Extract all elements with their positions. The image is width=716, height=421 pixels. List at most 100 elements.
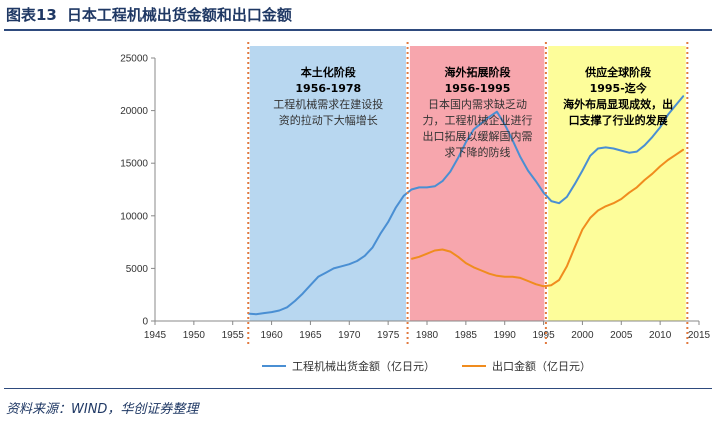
x-tick-label: 2010 (649, 330, 672, 341)
series-1-point (387, 221, 389, 223)
series-1-point (473, 128, 475, 131)
x-tick-label: 1990 (494, 330, 517, 341)
series-1-point (628, 152, 630, 154)
source-rule (4, 388, 712, 389)
series-1-point (589, 155, 591, 157)
x-tick-label: 2015 (688, 330, 711, 341)
series-1-point (480, 122, 482, 124)
series-2-point (418, 256, 420, 258)
phase-desc-line-2: 力，工程机械企业进行 (423, 113, 533, 127)
series-1-point (527, 169, 529, 172)
series-1-point (457, 157, 459, 159)
figure-title-text: 日本工程机械出货金额和出口金额 (66, 6, 292, 24)
series-2-point (667, 159, 669, 161)
series-2-point (675, 154, 677, 156)
series-1-point (504, 123, 506, 125)
x-tick-label: 1965 (299, 330, 322, 341)
legend-label-1: 工程机械出货金额（亿日元） (292, 359, 435, 373)
x-tick-label: 1950 (183, 330, 206, 341)
series-2-point (473, 266, 475, 268)
series-2-point (651, 173, 653, 175)
series-1-point (418, 186, 420, 188)
x-tick-label: 1945 (144, 330, 167, 341)
phase-years-2: 1956-1995 (445, 82, 511, 95)
phase-years-1: 1956-1978 (295, 82, 361, 95)
series-1-point (574, 183, 576, 185)
series-1-point (597, 147, 599, 150)
series-1-point (581, 169, 584, 172)
series-1-point (302, 293, 304, 295)
series-2-point (434, 249, 436, 252)
series-1-point (403, 195, 405, 197)
series-1-point (356, 260, 358, 262)
series-2-point (465, 262, 467, 264)
series-1-point (434, 185, 436, 187)
series-2-point (589, 217, 591, 219)
phase-desc-line-3: 口支撑了行业的发展 (569, 113, 669, 127)
series-1-point (644, 144, 646, 146)
series-1-point (465, 141, 467, 143)
series-1-point (317, 276, 319, 278)
series-1-point (340, 265, 343, 267)
series-1-point (682, 95, 685, 97)
series-2-point (566, 265, 568, 267)
series-2-point (682, 148, 685, 151)
x-tick-label: 2005 (610, 330, 633, 341)
x-tick-label: 1955 (222, 330, 245, 341)
series-2-point (441, 248, 444, 251)
chart-lines (247, 95, 685, 316)
series-2-point (535, 283, 537, 285)
y-tick-label: 20000 (120, 106, 148, 117)
series-2-point (574, 246, 576, 248)
series-2-point (426, 253, 428, 255)
y-tick-label: 15000 (120, 159, 148, 170)
series-1-point (372, 246, 374, 248)
phase-name-2: 海外拓展阶段 (445, 65, 511, 79)
series-2-point (605, 205, 607, 207)
series-2-point (597, 209, 599, 212)
legend-label-2: 出口金额（亿日元） (492, 359, 591, 373)
series-1-point (441, 180, 444, 182)
series-1-point (379, 233, 381, 235)
series-1-point (348, 263, 350, 265)
chart-legend: 工程机械出货金额（亿日元） 出口金额（亿日元） (262, 359, 591, 373)
series-1-point (558, 202, 560, 204)
series-2-point (636, 186, 638, 188)
phase-name-1: 本土化阶段 (301, 65, 356, 79)
phase-desc-line-2: 出口拓展以缓解国内需 (423, 129, 533, 143)
phase-desc-line-2: 求下降的防线 (445, 145, 511, 159)
series-2-point (620, 198, 622, 200)
series-1-point (278, 309, 280, 312)
phase-bands (249, 46, 686, 321)
series-1-point (496, 111, 498, 113)
phase-dividers (247, 42, 689, 345)
series-1-point (542, 192, 545, 194)
x-tick-label: 1975 (377, 330, 400, 341)
y-tick-label: 10000 (120, 211, 148, 222)
series-2-point (550, 284, 552, 286)
chart-axes: 0 5000 10000 15000 20000 25000 1945 1950 1955 196… (120, 54, 710, 342)
source-note: 资料来源：WIND，华创证券整理 (6, 402, 199, 417)
phase-desc-line-2: 日本国内需求缺乏动 (428, 97, 527, 111)
x-tick-label: 1970 (338, 330, 361, 341)
series-1-point (605, 146, 607, 149)
phase-band-1 (249, 46, 407, 321)
series-1-point (395, 206, 397, 208)
series-1-point (410, 188, 413, 191)
series-1-point (612, 147, 615, 150)
series-1-point (263, 312, 265, 314)
y-tick-label: 0 (142, 317, 148, 328)
series-1-point (294, 300, 296, 302)
phase-desc-line-1: 工程机械需求在建设投 (273, 97, 383, 111)
series-1-point (511, 139, 514, 141)
series-line-2 (411, 148, 685, 288)
x-tick-label: 2000 (571, 330, 594, 341)
series-1-point (255, 313, 257, 315)
figure-label: 图表13 (6, 6, 57, 24)
x-tick-label: 1980 (416, 330, 439, 341)
series-1-point (449, 171, 451, 173)
series-2-point (480, 269, 482, 272)
series-1-point (488, 116, 490, 118)
series-1-point (550, 200, 552, 202)
